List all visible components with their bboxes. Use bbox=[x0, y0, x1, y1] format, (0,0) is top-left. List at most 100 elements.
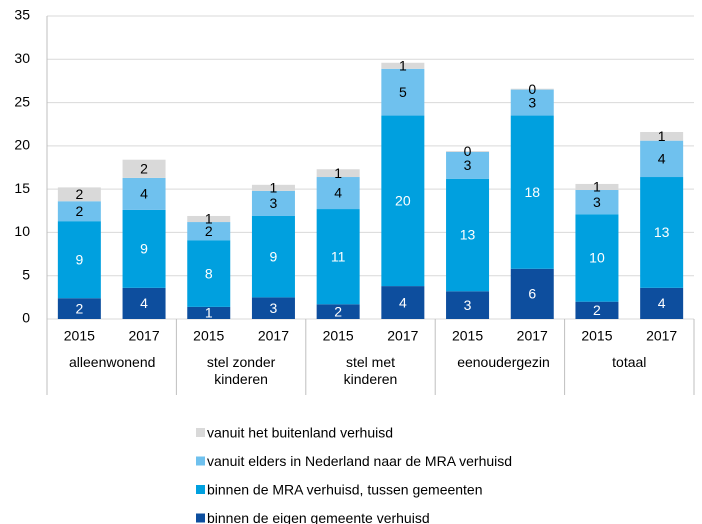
bar-segment bbox=[187, 215, 231, 223]
bar-segment bbox=[316, 304, 360, 319]
group-label: stel zonder kinderen bbox=[206, 354, 276, 387]
legend-swatch bbox=[196, 485, 205, 494]
y-tick-label: 20 bbox=[14, 137, 30, 153]
bar-segment bbox=[381, 115, 425, 287]
bar-segment bbox=[575, 214, 619, 302]
data-label: 2 bbox=[593, 302, 601, 318]
bar-segment bbox=[122, 209, 166, 288]
data-label: 4 bbox=[140, 295, 148, 311]
legend-label: binnen de MRA verhuisd, tussen gemeenten bbox=[207, 482, 483, 498]
data-label: 4 bbox=[399, 294, 407, 310]
bar-segment bbox=[575, 183, 619, 191]
data-label: 9 bbox=[140, 241, 148, 257]
y-tick-label: 15 bbox=[14, 180, 30, 196]
data-label: 10 bbox=[589, 250, 605, 266]
y-tick-label: 30 bbox=[14, 50, 30, 66]
y-tick-label: 25 bbox=[14, 93, 30, 109]
data-label: 1 bbox=[658, 128, 666, 144]
bar-segment bbox=[446, 151, 490, 152]
bar-segment bbox=[187, 306, 231, 319]
bar-segment bbox=[316, 169, 360, 178]
data-label: 1 bbox=[334, 165, 342, 181]
data-label: 3 bbox=[464, 297, 472, 313]
x-tick-label: 2017 bbox=[646, 328, 677, 344]
data-label: 4 bbox=[658, 151, 666, 167]
data-label: 3 bbox=[528, 94, 536, 110]
bar-segment bbox=[510, 89, 554, 116]
data-label: 4 bbox=[658, 295, 666, 311]
bar-segment bbox=[251, 190, 295, 216]
data-label: 13 bbox=[654, 224, 670, 240]
group-label: stel met kinderen bbox=[343, 354, 398, 387]
data-label: 4 bbox=[140, 186, 148, 202]
x-tick-label: 2015 bbox=[64, 328, 95, 344]
bar-segment bbox=[187, 222, 231, 241]
bar-segment bbox=[251, 215, 295, 298]
group-label-box: eenoudergezin bbox=[457, 354, 550, 370]
data-label: 1 bbox=[270, 180, 278, 196]
bar-segment bbox=[57, 187, 101, 202]
bar-segment bbox=[122, 177, 166, 210]
data-label: 6 bbox=[528, 286, 536, 302]
bar-segment bbox=[57, 201, 101, 222]
x-tick-label: 2017 bbox=[517, 328, 548, 344]
bar-segment bbox=[251, 184, 295, 191]
bar-segment bbox=[381, 68, 425, 116]
data-label: 8 bbox=[205, 265, 213, 281]
bar-segment bbox=[187, 240, 231, 307]
group-label: eenoudergezin bbox=[457, 354, 550, 370]
data-label: 4 bbox=[334, 185, 342, 201]
data-label: 11 bbox=[331, 248, 346, 264]
data-label: 1 bbox=[205, 211, 213, 227]
group-label-box: stel met kinderen bbox=[343, 354, 398, 387]
x-tick-label: 2017 bbox=[387, 328, 418, 344]
legend-swatch bbox=[196, 428, 205, 437]
bar-segment bbox=[122, 159, 166, 178]
bar-segment bbox=[510, 268, 554, 319]
legend-swatch bbox=[196, 513, 205, 523]
x-tick-label: 2015 bbox=[193, 328, 224, 344]
y-tick-label: 0 bbox=[22, 310, 30, 326]
bar-segment bbox=[446, 178, 490, 292]
bar-segment bbox=[640, 140, 684, 178]
data-label: 3 bbox=[270, 195, 278, 211]
group-label-box: totaal bbox=[612, 354, 646, 370]
data-label: 1 bbox=[205, 305, 213, 321]
data-label: 9 bbox=[270, 248, 278, 264]
data-label: 13 bbox=[460, 227, 476, 243]
data-label: 2 bbox=[75, 300, 83, 316]
data-label: 2 bbox=[140, 161, 148, 177]
bar-segment bbox=[316, 209, 360, 305]
bar-segment bbox=[251, 297, 295, 319]
data-label: 1 bbox=[399, 57, 407, 73]
data-label: 2 bbox=[75, 186, 83, 202]
data-label: 18 bbox=[524, 184, 540, 200]
data-label: 2 bbox=[75, 203, 83, 219]
group-label-box: stel zonder kinderen bbox=[206, 354, 276, 387]
bar-segment bbox=[640, 132, 684, 141]
data-label: 2 bbox=[334, 303, 342, 319]
group-label: alleenwonend bbox=[69, 354, 156, 370]
data-label: 0 bbox=[464, 143, 472, 159]
bar-segment bbox=[57, 221, 101, 299]
bar-segment bbox=[575, 190, 619, 215]
bar-segment bbox=[381, 286, 425, 319]
legend-label: binnen de eigen gemeente verhuisd bbox=[207, 510, 430, 524]
data-label: 0 bbox=[528, 81, 536, 97]
y-tick-label: 10 bbox=[14, 223, 30, 239]
bar-segment bbox=[640, 177, 684, 288]
y-tick-label: 35 bbox=[14, 7, 30, 23]
bar-segment bbox=[446, 291, 490, 319]
data-label: 1 bbox=[593, 179, 601, 195]
bar-segment bbox=[122, 287, 166, 319]
x-tick-label: 2015 bbox=[323, 328, 354, 344]
data-label: 3 bbox=[464, 157, 472, 173]
data-label: 3 bbox=[593, 194, 601, 210]
bar-segment bbox=[446, 151, 490, 179]
data-label: 20 bbox=[395, 193, 411, 209]
x-tick-label: 2017 bbox=[128, 328, 159, 344]
data-label: 5 bbox=[399, 84, 407, 100]
x-tick-label: 2015 bbox=[452, 328, 483, 344]
bar-segment bbox=[640, 287, 684, 319]
